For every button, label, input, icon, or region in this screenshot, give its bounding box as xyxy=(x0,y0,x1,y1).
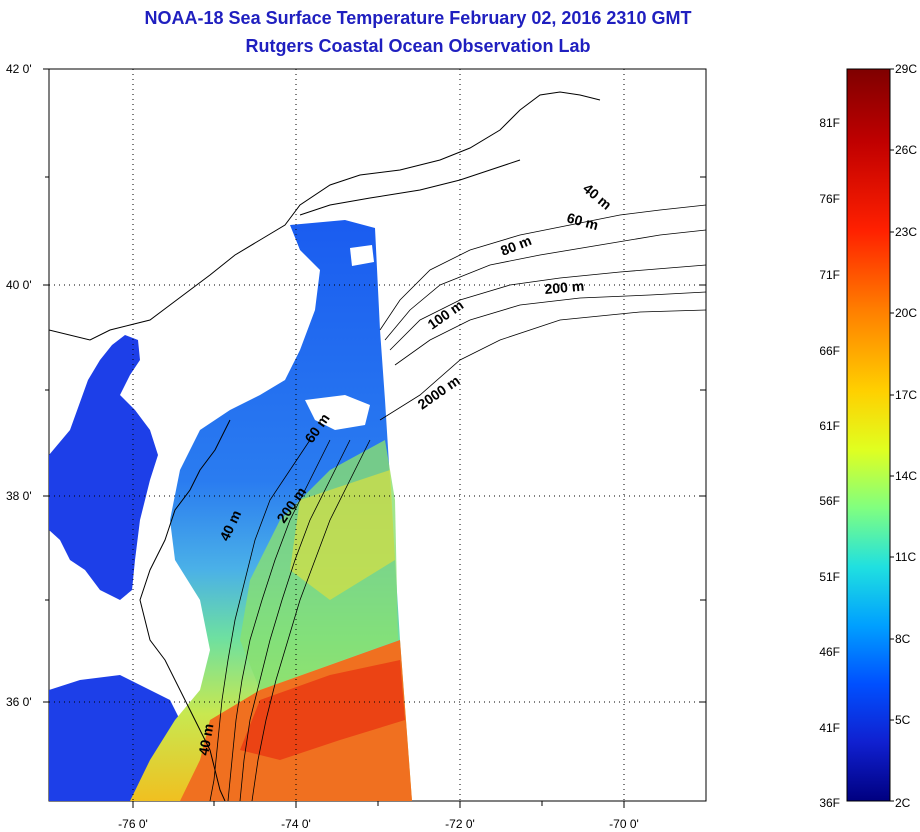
contour-label: 60 m xyxy=(565,209,600,233)
cloud-gap xyxy=(305,395,370,430)
colorbar-label-f: 76F xyxy=(819,192,840,206)
temperature-colorbar xyxy=(846,68,891,802)
bathymetry-contour xyxy=(227,439,331,801)
colorbar-ticks xyxy=(890,68,894,802)
map-grid xyxy=(49,69,706,801)
bathymetry-contour xyxy=(379,204,706,331)
colorbar-label-f: 71F xyxy=(819,268,840,282)
colorbar-label-c: 5C xyxy=(895,713,911,727)
colorbar-label-c: 23C xyxy=(895,225,917,239)
coastline xyxy=(49,91,601,341)
gulf-stream-hot-core xyxy=(240,660,405,760)
colorbar-label-c: 26C xyxy=(895,143,917,157)
map-title: NOAA-18 Sea Surface Temperature February… xyxy=(144,8,692,28)
bathymetry-contour xyxy=(209,439,311,801)
bathymetry-contour xyxy=(239,439,351,801)
lon-label: -74 0' xyxy=(281,817,311,831)
colorbar-label-f: 81F xyxy=(819,116,840,130)
coastline xyxy=(139,419,231,801)
colorbar-label-f: 56F xyxy=(819,494,840,508)
colorbar-label-c: 20C xyxy=(895,306,917,320)
bathymetry-contour xyxy=(379,309,706,421)
lat-label: 36 0' xyxy=(6,695,32,709)
contour-label: 200 m xyxy=(544,278,585,297)
contour-label: 40 m xyxy=(195,722,216,756)
colorbar-label-c: 14C xyxy=(895,469,917,483)
lon-label: -72 0' xyxy=(445,817,475,831)
chesapeake-bay-water xyxy=(49,335,158,600)
cloud-gap xyxy=(350,245,374,266)
lat-label: 38 0' xyxy=(6,489,32,503)
colorbar-label-f: 51F xyxy=(819,570,840,584)
colorbar-label-f: 66F xyxy=(819,344,840,358)
map-contents xyxy=(49,91,706,801)
colorbar-label-c: 17C xyxy=(895,388,917,402)
colorbar-label-c: 2C xyxy=(895,796,911,810)
bathymetry-contour xyxy=(251,439,371,801)
long-island-coast xyxy=(299,159,521,216)
colorbar-label-f: 46F xyxy=(819,645,840,659)
colorbar-label-f: 41F xyxy=(819,721,840,735)
bathymetry-contour xyxy=(394,291,706,366)
sst-yellow-patch xyxy=(290,470,395,600)
colorbar-label-c: 29C xyxy=(895,62,917,76)
colorbar-label-f: 36F xyxy=(819,796,840,810)
colorbar-label-c: 11C xyxy=(895,550,916,564)
bathymetry-contour xyxy=(384,229,706,341)
lon-label: -70 0' xyxy=(609,817,639,831)
map-subtitle: Rutgers Coastal Ocean Observation Lab xyxy=(245,36,591,56)
lat-label: 42 0' xyxy=(6,62,32,76)
lat-label: 40 0' xyxy=(6,278,32,292)
axis-ticks xyxy=(43,68,706,808)
lon-label: -76 0' xyxy=(118,817,148,831)
colorbar-label-f: 61F xyxy=(819,419,840,433)
colorbar-label-c: 8C xyxy=(895,632,911,646)
